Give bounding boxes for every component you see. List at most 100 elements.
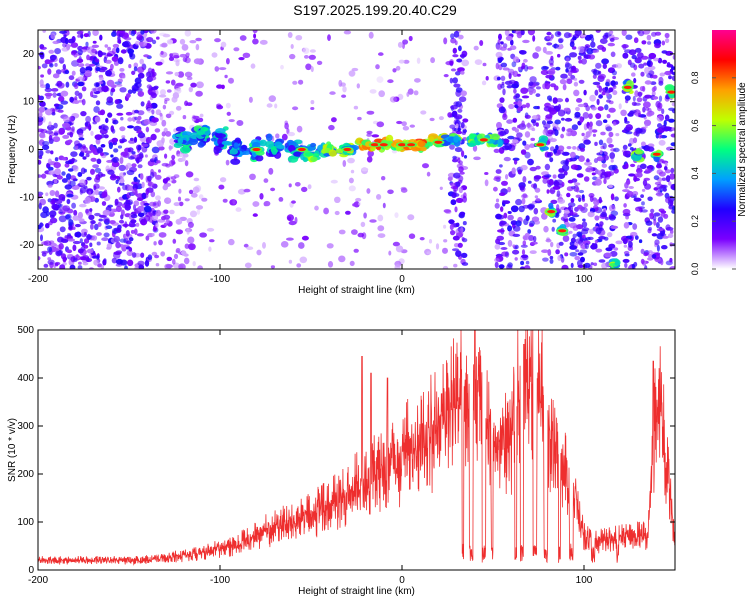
noise-cell xyxy=(669,257,673,263)
noise-cell xyxy=(662,235,669,239)
noise-cell xyxy=(605,81,610,87)
trace-cell xyxy=(420,146,427,152)
noise-cell xyxy=(61,196,66,202)
noise-cell xyxy=(355,197,362,202)
noise-cell xyxy=(73,209,78,216)
noise-cell xyxy=(47,184,53,188)
noise-cell xyxy=(167,198,171,202)
noise-cell xyxy=(95,255,100,260)
noise-cell xyxy=(583,139,591,145)
noise-cell xyxy=(667,233,674,239)
noise-cell xyxy=(646,111,653,117)
noise-cell xyxy=(640,194,644,199)
noise-cell xyxy=(133,66,138,72)
noise-cell xyxy=(326,243,334,249)
noise-cell xyxy=(131,252,137,258)
noise-cell xyxy=(299,256,308,264)
noise-cell xyxy=(588,193,595,198)
noise-cell xyxy=(100,264,104,269)
noise-cell xyxy=(500,75,506,82)
noise-cell xyxy=(633,197,642,202)
noise-cell xyxy=(557,31,561,36)
noise-cell xyxy=(48,135,53,141)
colorbar-tick-label: 0.6 xyxy=(690,119,700,132)
noise-cell xyxy=(52,92,57,98)
noise-cell xyxy=(166,89,172,93)
trace-cell xyxy=(467,142,476,147)
noise-cell xyxy=(85,115,91,123)
noise-cell xyxy=(606,99,611,103)
noise-cell xyxy=(376,121,385,128)
noise-cell xyxy=(595,248,603,253)
noise-cell xyxy=(137,132,146,139)
noise-cell xyxy=(610,158,614,163)
noise-cell xyxy=(164,153,168,159)
snr-line xyxy=(38,330,675,566)
noise-cell xyxy=(544,82,551,90)
noise-cell xyxy=(55,69,62,75)
noise-cell xyxy=(498,264,505,269)
noise-cell xyxy=(532,35,536,42)
noise-cell xyxy=(104,44,109,48)
noise-cell xyxy=(520,149,527,155)
noise-cell xyxy=(39,222,44,227)
noise-cell xyxy=(106,96,114,104)
noise-cell xyxy=(499,164,503,168)
noise-cell xyxy=(96,158,102,165)
noise-cell xyxy=(169,110,175,116)
noise-cell xyxy=(581,132,585,137)
noise-cell xyxy=(121,75,126,79)
noise-cell xyxy=(342,86,347,93)
noise-cell xyxy=(187,221,194,228)
noise-cell xyxy=(208,246,212,252)
noise-cell xyxy=(542,257,549,262)
noise-cell xyxy=(152,211,157,216)
noise-cell xyxy=(92,30,99,36)
noise-cell xyxy=(569,245,578,250)
noise-cell xyxy=(561,164,570,172)
noise-cell xyxy=(328,124,335,131)
noise-cell xyxy=(79,67,86,74)
noise-cell xyxy=(506,119,513,124)
noise-cell xyxy=(542,46,547,54)
noise-cell xyxy=(461,262,469,266)
noise-cell xyxy=(44,87,52,93)
noise-cell xyxy=(610,193,615,201)
noise-cell xyxy=(644,265,648,269)
noise-cell xyxy=(557,37,564,43)
noise-cell xyxy=(505,35,513,41)
noise-cell xyxy=(43,263,49,268)
noise-cell xyxy=(635,47,642,53)
noise-cell xyxy=(225,159,230,166)
noise-cell xyxy=(117,145,123,149)
noise-cell xyxy=(72,244,77,252)
noise-cell xyxy=(576,173,584,178)
noise-cell xyxy=(334,210,340,216)
noise-cell xyxy=(479,40,484,46)
noise-cell xyxy=(61,178,68,183)
colorbar: 0.0 0.2 0.4 0.6 0.8 Normalized spectral ampli… xyxy=(690,30,748,275)
noise-cell xyxy=(605,32,609,38)
noise-cell xyxy=(291,200,296,204)
noise-cell xyxy=(62,116,71,123)
noise-cell xyxy=(58,215,67,223)
noise-cell xyxy=(523,58,528,63)
noise-cell xyxy=(77,49,83,56)
noise-cell xyxy=(570,198,575,203)
noise-cell xyxy=(74,96,78,101)
noise-cell xyxy=(550,241,554,248)
noise-cell xyxy=(670,184,674,190)
noise-cell xyxy=(91,87,97,93)
noise-cell xyxy=(639,128,643,133)
noise-cell xyxy=(93,82,101,88)
noise-cell xyxy=(53,132,59,136)
noise-cell xyxy=(310,66,314,73)
noise-cell xyxy=(646,34,652,41)
noise-cell xyxy=(448,219,455,225)
noise-cell xyxy=(606,137,613,144)
noise-cell xyxy=(280,64,284,70)
noise-cell xyxy=(67,238,76,242)
noise-cell xyxy=(152,214,159,222)
noise-cell xyxy=(268,167,274,175)
